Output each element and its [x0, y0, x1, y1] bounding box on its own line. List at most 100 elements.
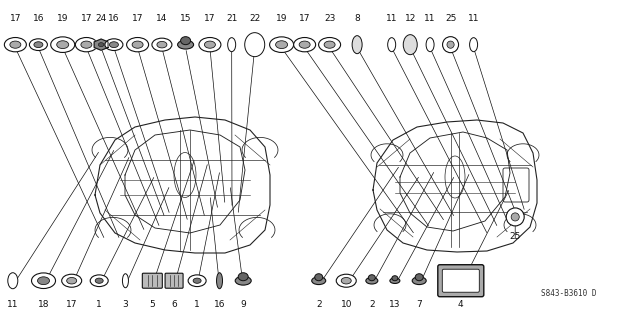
Ellipse shape	[152, 38, 172, 51]
Text: 3: 3	[123, 300, 128, 309]
Ellipse shape	[238, 273, 248, 281]
Ellipse shape	[51, 37, 75, 52]
Ellipse shape	[8, 273, 18, 289]
FancyBboxPatch shape	[442, 269, 479, 292]
Ellipse shape	[193, 278, 201, 283]
Ellipse shape	[392, 276, 398, 281]
Ellipse shape	[31, 273, 56, 288]
Text: S843-B3610 D: S843-B3610 D	[541, 289, 596, 298]
Ellipse shape	[443, 37, 458, 53]
Ellipse shape	[132, 41, 143, 48]
Ellipse shape	[38, 277, 49, 285]
Text: 2: 2	[316, 300, 321, 309]
Ellipse shape	[269, 37, 294, 52]
Ellipse shape	[67, 278, 77, 284]
Text: 23: 23	[324, 14, 335, 23]
Text: 1: 1	[97, 300, 102, 309]
Ellipse shape	[127, 38, 148, 52]
Text: 14: 14	[156, 14, 168, 23]
Text: 4: 4	[458, 300, 463, 309]
Ellipse shape	[315, 274, 323, 281]
Ellipse shape	[506, 208, 524, 226]
Text: 8: 8	[355, 14, 360, 23]
Ellipse shape	[470, 38, 477, 52]
Ellipse shape	[236, 276, 252, 285]
FancyBboxPatch shape	[438, 265, 484, 297]
Ellipse shape	[76, 38, 97, 52]
Text: 5: 5	[150, 300, 155, 309]
Text: 10: 10	[340, 300, 352, 309]
Text: 17: 17	[204, 14, 216, 23]
Ellipse shape	[412, 277, 426, 285]
Text: 15: 15	[180, 14, 191, 23]
FancyBboxPatch shape	[165, 273, 183, 288]
FancyBboxPatch shape	[142, 273, 163, 288]
Text: 24: 24	[95, 14, 107, 23]
Ellipse shape	[99, 43, 104, 47]
Text: 13: 13	[389, 300, 401, 309]
Text: 25: 25	[509, 232, 521, 241]
Ellipse shape	[276, 41, 287, 48]
Text: 2: 2	[369, 300, 374, 309]
Ellipse shape	[447, 41, 454, 48]
Ellipse shape	[122, 274, 129, 288]
Ellipse shape	[95, 278, 103, 283]
Text: 21: 21	[226, 14, 237, 23]
Ellipse shape	[90, 275, 108, 286]
Ellipse shape	[216, 273, 223, 289]
Ellipse shape	[10, 41, 21, 48]
Text: 9: 9	[241, 300, 246, 309]
Text: 19: 19	[57, 14, 68, 23]
Ellipse shape	[57, 41, 68, 48]
Ellipse shape	[341, 278, 351, 284]
Ellipse shape	[352, 36, 362, 54]
Ellipse shape	[204, 41, 216, 48]
Ellipse shape	[188, 275, 206, 286]
Ellipse shape	[388, 38, 396, 52]
Text: 22: 22	[249, 14, 260, 23]
Text: 17: 17	[132, 14, 143, 23]
Text: 11: 11	[468, 14, 479, 23]
Ellipse shape	[34, 42, 43, 48]
Text: 11: 11	[386, 14, 397, 23]
Ellipse shape	[4, 38, 26, 52]
Text: 1: 1	[195, 300, 200, 309]
Ellipse shape	[199, 38, 221, 52]
Text: 25: 25	[445, 14, 456, 23]
Text: 19: 19	[276, 14, 287, 23]
Ellipse shape	[403, 35, 417, 55]
Ellipse shape	[426, 38, 434, 52]
Ellipse shape	[157, 41, 167, 48]
Text: 16: 16	[108, 14, 120, 23]
Text: 16: 16	[214, 300, 225, 309]
Ellipse shape	[511, 213, 519, 221]
Ellipse shape	[366, 278, 378, 284]
Ellipse shape	[319, 38, 340, 52]
Ellipse shape	[244, 33, 265, 57]
Text: 17: 17	[10, 14, 21, 23]
Text: 17: 17	[66, 300, 77, 309]
Ellipse shape	[390, 278, 400, 284]
Ellipse shape	[180, 37, 191, 45]
Text: 16: 16	[33, 14, 44, 23]
Text: 7: 7	[417, 300, 422, 309]
Ellipse shape	[369, 275, 375, 281]
Polygon shape	[94, 39, 108, 50]
Ellipse shape	[294, 38, 316, 52]
Ellipse shape	[29, 39, 47, 50]
Ellipse shape	[324, 41, 335, 48]
Ellipse shape	[312, 277, 326, 285]
Text: 17: 17	[81, 14, 92, 23]
Text: 17: 17	[299, 14, 310, 23]
Text: 6: 6	[172, 300, 177, 309]
Ellipse shape	[178, 40, 193, 49]
Ellipse shape	[336, 274, 356, 287]
Text: 11: 11	[7, 300, 19, 309]
Ellipse shape	[105, 39, 123, 50]
Ellipse shape	[415, 274, 423, 281]
Ellipse shape	[61, 274, 82, 287]
Text: 18: 18	[38, 300, 49, 309]
Ellipse shape	[109, 42, 118, 48]
Ellipse shape	[81, 41, 92, 48]
Ellipse shape	[228, 38, 236, 52]
